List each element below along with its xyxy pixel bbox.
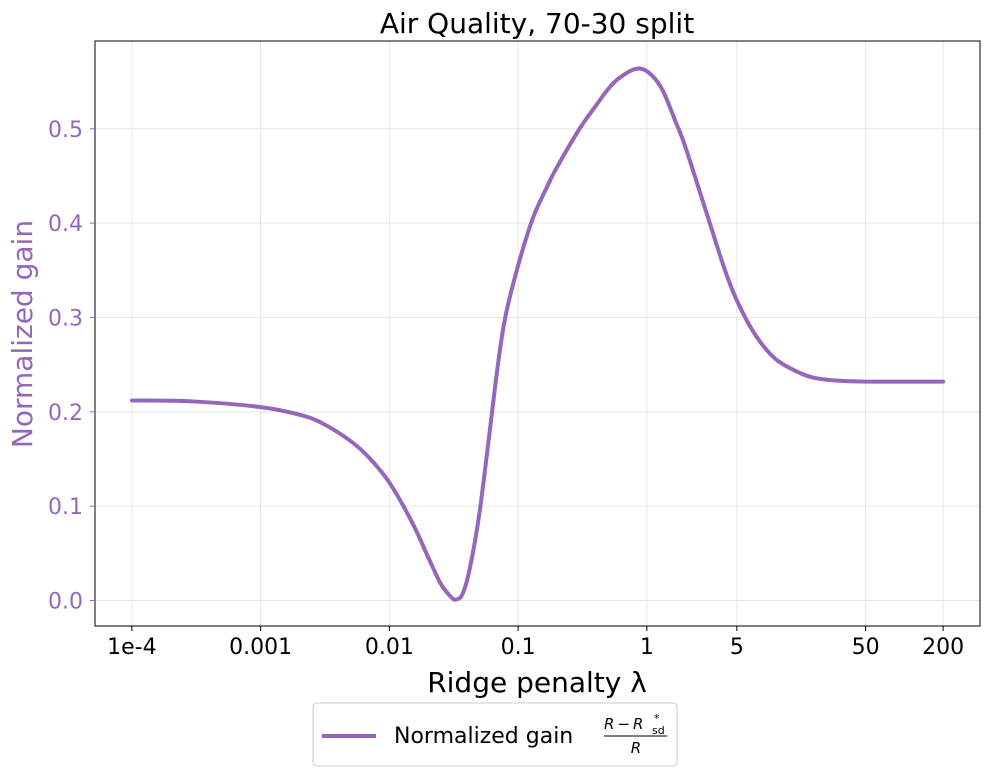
x-axis-ticks: 1e-4 0.001 0.01 0.1 1 5 50 200 xyxy=(107,626,964,660)
x-tick-label: 0.001 xyxy=(229,635,292,660)
y-tick-label: 0.4 xyxy=(48,212,83,237)
plot-frame xyxy=(94,40,981,627)
x-tick-label: 1 xyxy=(640,635,654,660)
legend-box xyxy=(312,702,678,767)
y-axis-ticks: 0.0 0.1 0.2 0.3 0.4 0.5 xyxy=(48,118,95,615)
formula-subscript: sd xyxy=(652,724,665,737)
y-axis-label: Normalized gain xyxy=(6,220,39,448)
legend: Normalized gain R − R * sd R xyxy=(312,702,678,767)
x-tick-label: 0.01 xyxy=(365,635,414,660)
x-axis-label: Ridge penalty λ xyxy=(427,666,647,699)
y-tick-label: 0.0 xyxy=(48,590,83,615)
x-tick-label: 50 xyxy=(852,635,880,660)
y-tick-label: 0.2 xyxy=(48,401,83,426)
x-tick-label: 1e-4 xyxy=(107,635,156,660)
formula-numerator: R − R xyxy=(604,715,643,733)
y-tick-label: 0.3 xyxy=(48,306,83,331)
x-tick-label: 0.1 xyxy=(501,635,536,660)
y-tick-label: 0.1 xyxy=(48,495,83,520)
series-layer xyxy=(129,66,946,602)
formula-denominator: R xyxy=(631,739,641,757)
series-line-normalized-gain xyxy=(129,66,946,602)
legend-formula: R − R * sd R xyxy=(604,712,667,757)
x-tick-label: 5 xyxy=(730,635,744,660)
chart-title: Air Quality, 70-30 split xyxy=(380,7,694,40)
formula-superscript: * xyxy=(654,712,660,725)
x-tick-label: 200 xyxy=(922,635,964,660)
y-tick-label: 0.5 xyxy=(48,118,83,143)
legend-label: Normalized gain xyxy=(394,724,573,749)
grid xyxy=(95,41,980,626)
